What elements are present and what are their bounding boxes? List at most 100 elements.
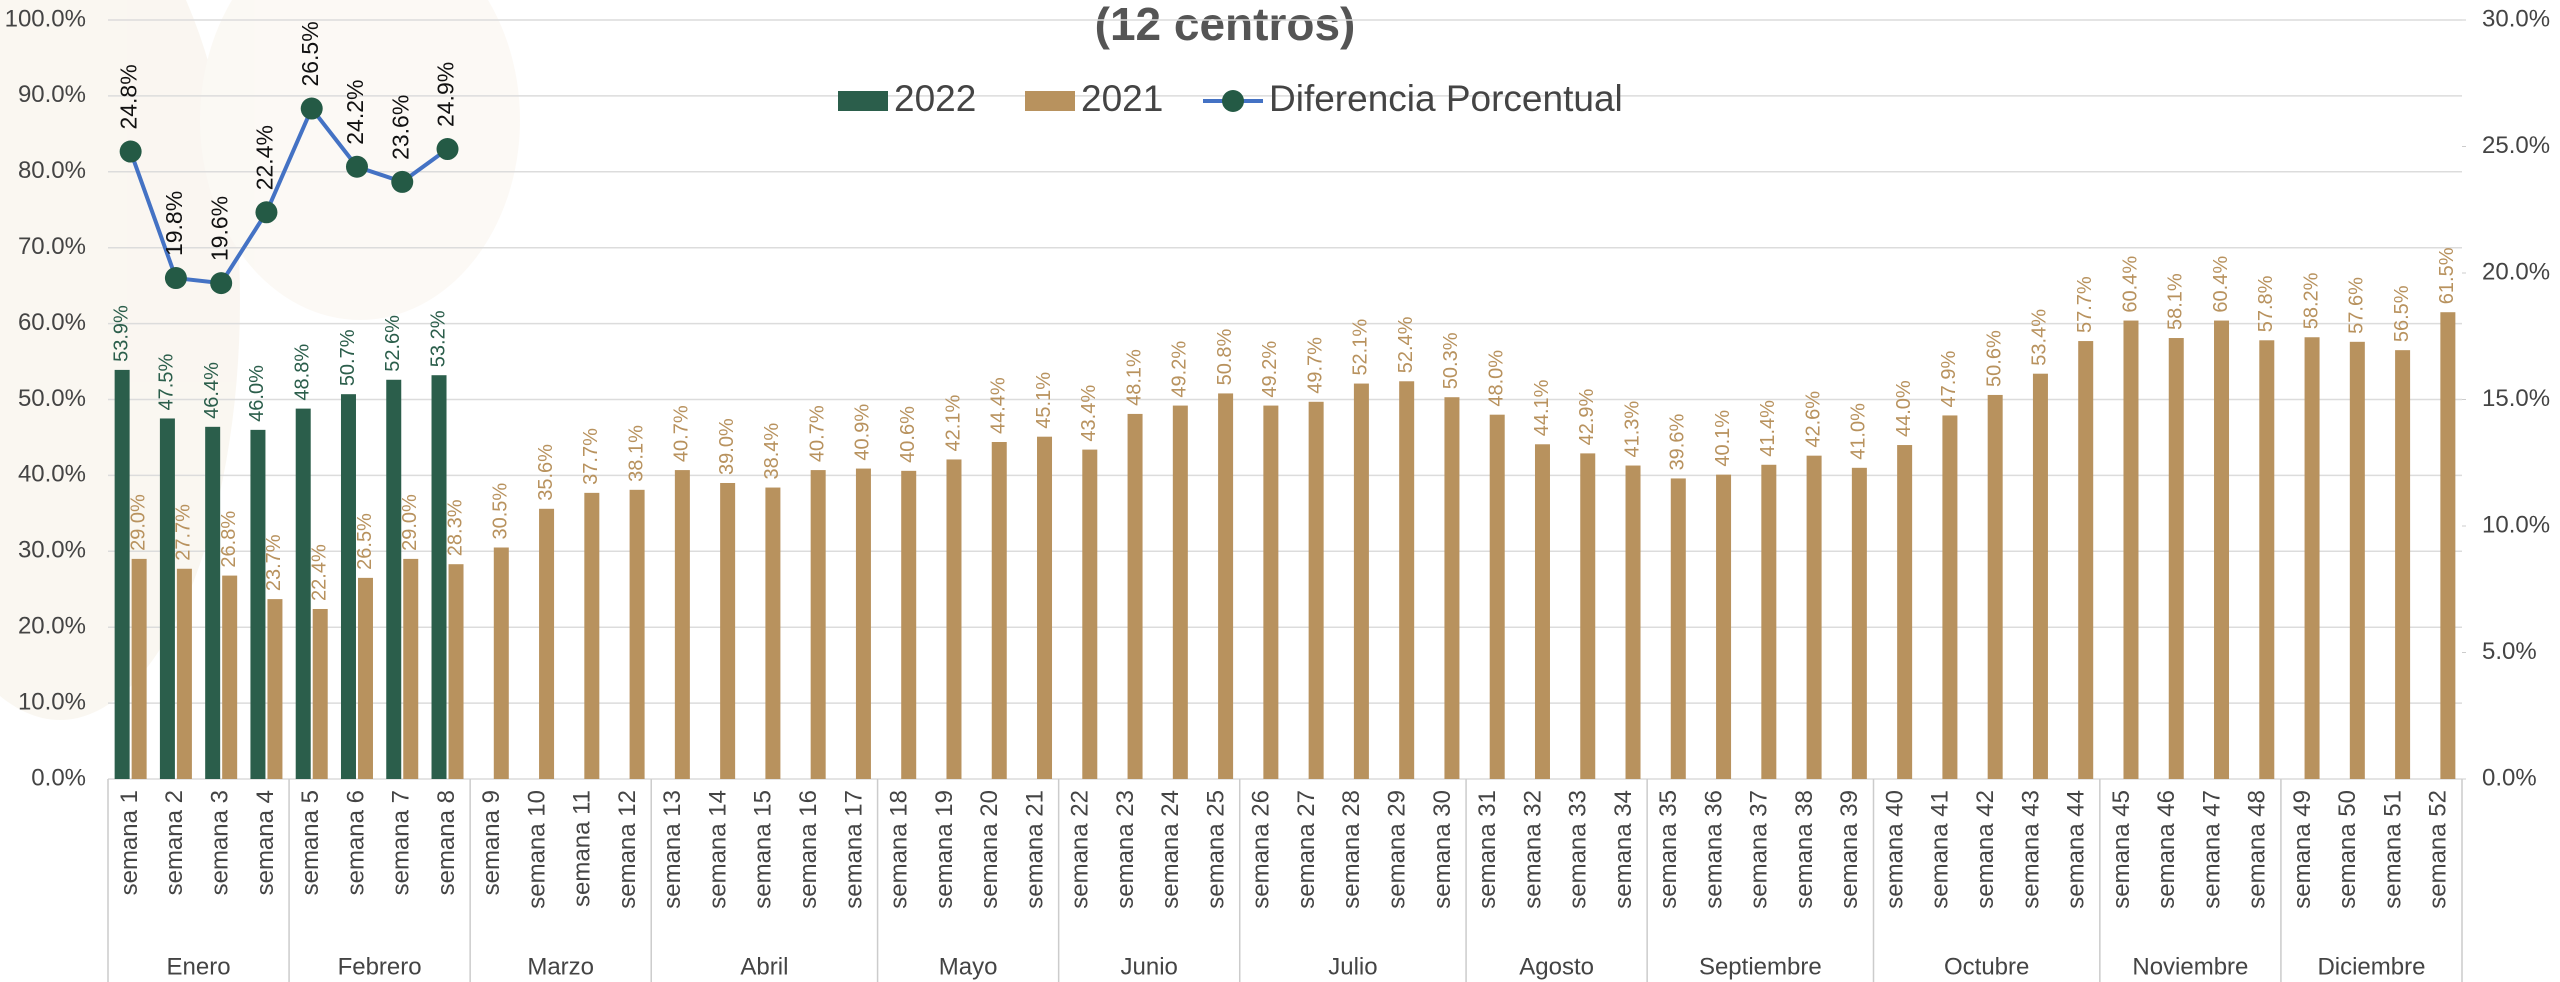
y2-tick-label: 0.0% (2482, 764, 2537, 791)
data-label: 40.1% (1712, 410, 1734, 467)
x-tick-label: semana 50 (2334, 790, 2361, 909)
legend-swatch (1025, 91, 1075, 111)
bar (1580, 453, 1595, 779)
bar (720, 483, 735, 779)
bar (1309, 402, 1324, 779)
bar (2078, 341, 2093, 779)
legend-label: 2022 (894, 78, 976, 119)
y-tick-label: 60.0% (18, 309, 86, 336)
data-label: 48.1% (1123, 349, 1145, 406)
bar (2350, 342, 2365, 779)
data-label: 40.7% (671, 405, 693, 462)
x-tick-label: semana 23 (1112, 790, 1139, 909)
bar (946, 459, 961, 779)
bar (313, 609, 328, 779)
bar (132, 559, 147, 779)
bar (1399, 381, 1414, 779)
data-label: 46.0% (246, 365, 268, 422)
x-tick-label: semana 36 (1700, 790, 1727, 909)
x-tick-label: semana 8 (433, 790, 460, 895)
x-tick-label: semana 6 (342, 790, 369, 895)
group-label: Febrero (338, 953, 422, 980)
data-label: 29.0% (127, 494, 149, 551)
data-label: 57.7% (2074, 276, 2096, 333)
x-tick-label: semana 4 (252, 790, 279, 895)
data-label: 57.8% (2255, 275, 2277, 332)
bar (494, 548, 509, 779)
group-label: Julio (1328, 953, 1377, 980)
bar (1218, 393, 1233, 779)
data-label: 49.7% (1304, 337, 1326, 394)
bar (358, 578, 373, 779)
y2-tick-label: 5.0% (2482, 638, 2537, 665)
x-tick-label: semana 43 (2017, 790, 2044, 909)
bar (765, 488, 780, 779)
x-tick-label: semana 48 (2244, 790, 2271, 909)
x-tick-label: semana 17 (840, 790, 867, 909)
bar (1173, 406, 1188, 779)
x-tick-label: semana 46 (2153, 790, 2180, 909)
bar (1942, 415, 1957, 779)
line-marker (165, 267, 187, 289)
data-label: 57.6% (2346, 277, 2368, 334)
x-tick-label: semana 37 (1746, 790, 1773, 909)
bar (1444, 397, 1459, 779)
bar (1988, 395, 2003, 779)
y-tick-label: 70.0% (18, 233, 86, 260)
legend-marker (1222, 90, 1244, 112)
data-label: 49.2% (1169, 341, 1191, 398)
x-tick-label: semana 47 (2198, 790, 2225, 909)
bar (1128, 414, 1143, 779)
data-label: 50.6% (1983, 330, 2005, 387)
line-marker (120, 141, 142, 163)
x-tick-label: semana 25 (1202, 790, 1229, 909)
group-label: Enero (167, 953, 231, 980)
bar (177, 569, 192, 779)
data-label: 26.8% (218, 511, 240, 568)
data-label: 41.0% (1848, 403, 1870, 460)
data-label: 48.0% (1485, 350, 1507, 407)
bar (1037, 437, 1052, 779)
bar (1761, 465, 1776, 779)
bar (1716, 475, 1731, 779)
y-tick-label: 40.0% (18, 461, 86, 488)
x-tick-label: semana 49 (2289, 790, 2316, 909)
bar (2214, 321, 2229, 779)
line-marker (391, 171, 413, 193)
data-label: 44.4% (988, 377, 1010, 434)
x-tick-label: semana 30 (1429, 790, 1456, 909)
bar (2033, 374, 2048, 779)
data-label: 19.6% (206, 196, 232, 261)
data-label: 29.0% (399, 494, 421, 551)
x-tick-label: semana 44 (2063, 790, 2090, 909)
x-tick-label: semana 31 (1474, 790, 1501, 909)
data-label: 41.3% (1621, 401, 1643, 458)
chart: (12 centros) 0.0%10.0%20.0%30.0%40.0%50.… (0, 0, 2560, 982)
group-label: Octubre (1944, 953, 2029, 980)
data-label: 44.0% (1893, 380, 1915, 437)
bar (2169, 338, 2184, 779)
x-tick-label: semana 2 (161, 790, 188, 895)
x-tick-label: semana 11 (569, 790, 596, 907)
data-label: 39.6% (1667, 414, 1689, 471)
x-tick-label: semana 7 (388, 790, 415, 895)
bar (630, 490, 645, 779)
bar (1807, 456, 1822, 779)
bar (2395, 350, 2410, 779)
y-tick-label: 20.0% (18, 613, 86, 640)
data-label: 38.4% (761, 423, 783, 480)
data-label: 41.4% (1757, 400, 1779, 457)
data-label: 42.1% (942, 395, 964, 452)
x-tick-label: semana 24 (1157, 790, 1184, 909)
x-tick-label: semana 34 (1610, 790, 1637, 909)
line-marker (255, 201, 277, 223)
x-tick-label: semana 42 (1972, 790, 1999, 909)
y-tick-label: 10.0% (18, 688, 86, 715)
chart-title: (12 centros) (1095, 0, 1356, 50)
bar (1671, 478, 1686, 779)
bar (1852, 468, 1867, 779)
x-tick-label: semana 19 (931, 790, 958, 909)
x-tick-label: semana 12 (614, 790, 641, 909)
data-label: 58.2% (2300, 272, 2322, 329)
data-label: 23.7% (263, 534, 285, 591)
